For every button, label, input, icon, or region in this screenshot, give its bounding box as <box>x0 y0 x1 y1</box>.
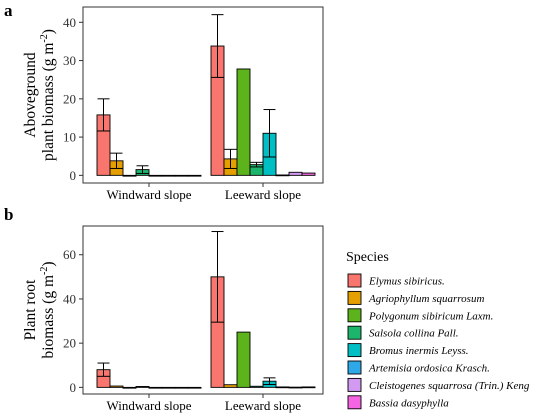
bar <box>148 174 163 177</box>
legend-swatch <box>347 377 362 392</box>
plot-frame <box>82 225 324 395</box>
y-axis-title-line1: Aboveground <box>22 52 39 137</box>
y-tick-label: 40 <box>63 15 76 30</box>
bar <box>135 386 150 388</box>
bar <box>122 386 137 389</box>
y-axis-title-line2: plant biomass (g m-2) <box>39 29 57 161</box>
legend-swatch <box>347 308 362 323</box>
x-category-label: Windward slope <box>106 187 191 202</box>
y-axis-title-superscript: -2 <box>39 34 50 42</box>
y-tick-label: 60 <box>63 247 76 262</box>
y-axis-title-text: plant biomass (g m <box>40 43 57 161</box>
y-tick-label: 30 <box>63 53 76 68</box>
bar <box>249 385 264 388</box>
legend-label: Bromus inermis Leyss. <box>369 345 469 357</box>
bar <box>275 174 290 177</box>
plot-frame <box>82 6 324 184</box>
legend-swatch <box>347 290 362 305</box>
bar <box>122 174 137 177</box>
bar <box>301 386 316 389</box>
legend-label: Artemisia ordosica Krasch. <box>368 363 490 375</box>
legend-label: Cleistogenes squarrosa (Trin.) Keng <box>369 380 530 392</box>
y-tick-label: 20 <box>63 91 76 106</box>
y-axis-title-text: biomass (g m <box>40 275 57 359</box>
legend-swatch <box>347 325 362 340</box>
legend-swatch <box>347 360 362 375</box>
legend-swatch <box>347 273 362 288</box>
bar <box>161 174 176 177</box>
bar <box>288 171 303 176</box>
bar <box>288 386 303 389</box>
legend-label: Elymus sibiricus. <box>368 276 445 288</box>
y-tick-label: 40 <box>63 291 76 306</box>
y-axis-title-superscript: -2 <box>39 267 50 275</box>
x-category-label: Leeward slope <box>225 187 301 202</box>
y-tick-label: 0 <box>70 380 77 395</box>
bar <box>187 174 202 177</box>
legend-label: Polygonum sibiricum Laxm. <box>368 310 493 322</box>
legend-label: Bassia dasyphylla <box>369 397 449 409</box>
legend-label: Salsola collina Pall. <box>369 328 459 340</box>
bar <box>236 68 251 176</box>
y-tick-label: 10 <box>63 130 76 145</box>
bar <box>301 172 316 176</box>
legend-swatch <box>347 395 362 410</box>
legend-label: Agriophyllum squarrosum <box>368 293 484 305</box>
y-axis-title-close: ) <box>40 261 57 266</box>
y-axis-title-close: ) <box>40 29 57 34</box>
y-axis-title-line2: biomass (g m-2) <box>39 261 57 358</box>
x-category-label: Leeward slope <box>225 398 301 413</box>
bar <box>236 331 251 388</box>
panel-b-letter: b <box>4 205 13 224</box>
legend: Species Elymus sibiricus. Agriophyllum sq… <box>346 250 530 409</box>
y-axis-title-line1: Plant root <box>22 279 39 340</box>
legend-title: Species <box>346 250 389 265</box>
y-tick-label: 20 <box>63 336 76 351</box>
bar <box>148 386 163 389</box>
bar <box>187 386 202 389</box>
bar <box>174 174 189 177</box>
bar <box>161 386 176 389</box>
legend-swatch <box>347 343 362 358</box>
bar <box>174 386 189 389</box>
panel-a-chart: 0 10 20 30 40 Aboveground plant biomass (g m-2… <box>22 6 324 202</box>
bar <box>275 386 290 389</box>
bar <box>109 385 124 388</box>
x-category-label: Windward slope <box>106 398 191 413</box>
panel-b-chart: 0 20 40 60 Plant root biomass (g m-2) Windward… <box>22 225 324 413</box>
panel-a-letter: a <box>4 1 13 20</box>
bar <box>223 384 238 388</box>
y-tick-label: 0 <box>70 168 77 183</box>
